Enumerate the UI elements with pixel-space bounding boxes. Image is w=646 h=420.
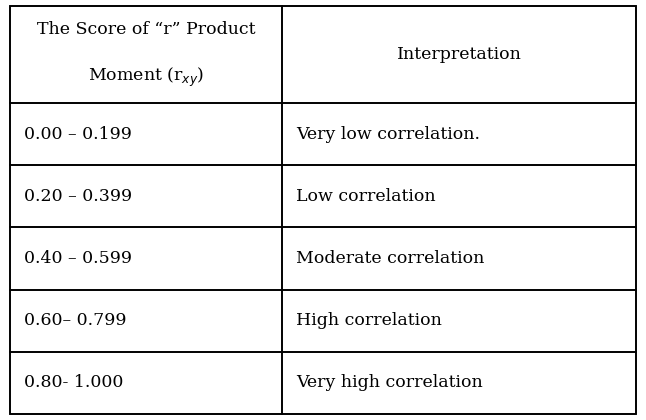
Text: High correlation: High correlation <box>297 312 443 329</box>
Text: 0.60– 0.799: 0.60– 0.799 <box>24 312 127 329</box>
Text: Moment (r$_{xy}$): Moment (r$_{xy}$) <box>88 66 204 89</box>
Text: Low correlation: Low correlation <box>297 188 436 205</box>
Text: 0.40 – 0.599: 0.40 – 0.599 <box>24 250 132 267</box>
Text: Very high correlation: Very high correlation <box>297 374 483 391</box>
Text: 0.20 – 0.399: 0.20 – 0.399 <box>24 188 132 205</box>
Text: The Score of “r” Product: The Score of “r” Product <box>37 21 255 38</box>
Text: 0.80- 1.000: 0.80- 1.000 <box>24 374 123 391</box>
Text: Interpretation: Interpretation <box>397 46 522 63</box>
Text: Moderate correlation: Moderate correlation <box>297 250 485 267</box>
Text: 0.00 – 0.199: 0.00 – 0.199 <box>24 126 132 143</box>
Text: Very low correlation.: Very low correlation. <box>297 126 481 143</box>
